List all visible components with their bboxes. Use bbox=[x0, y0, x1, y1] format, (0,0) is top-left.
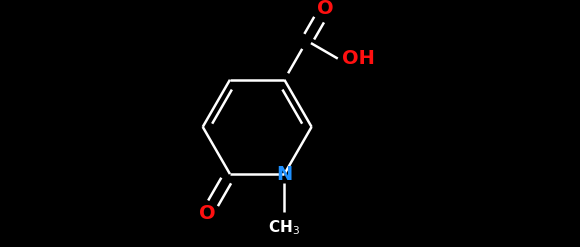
Text: O: O bbox=[199, 204, 216, 223]
Text: N: N bbox=[276, 165, 292, 184]
Text: CH$_3$: CH$_3$ bbox=[269, 218, 300, 237]
Text: O: O bbox=[317, 0, 334, 18]
Text: OH: OH bbox=[342, 49, 375, 68]
